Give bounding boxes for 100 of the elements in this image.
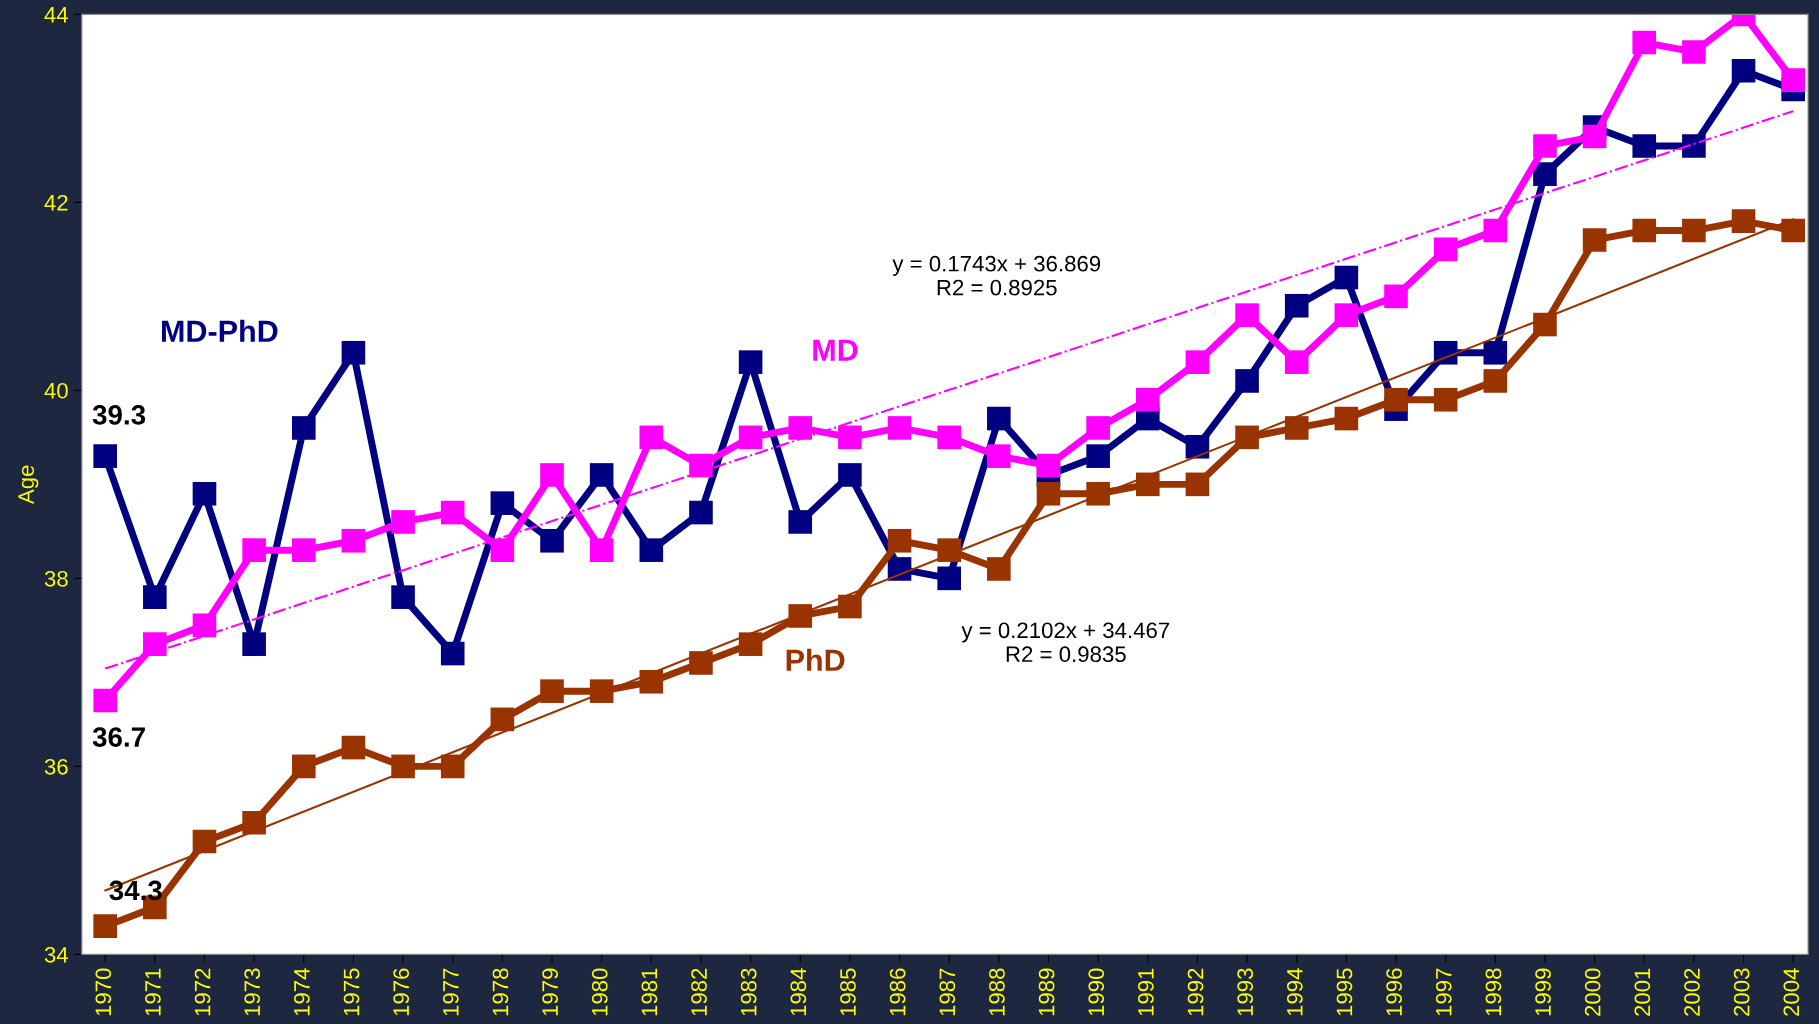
point <box>1433 237 1458 262</box>
point <box>540 463 564 487</box>
point <box>391 510 415 534</box>
x-tick-label: 1996 <box>1386 968 1402 1016</box>
point <box>1682 218 1706 243</box>
point <box>341 528 366 553</box>
x-tick-label: 1989 <box>1038 968 1055 1016</box>
point <box>93 444 117 468</box>
x-tick-label: 1973 <box>244 968 261 1016</box>
point <box>937 538 961 562</box>
x-tick-label: 1972 <box>194 968 211 1016</box>
point <box>589 679 614 703</box>
x-tick-label: 1988 <box>989 968 1005 1016</box>
x-tick-label: 1970 <box>95 968 112 1016</box>
x-tick-label: 1995 <box>1336 968 1353 1016</box>
point <box>1582 124 1607 149</box>
point <box>1284 350 1309 374</box>
text: MD-PhD <box>162 319 278 342</box>
x-tick-label: 1981 <box>641 968 658 1016</box>
x-tick-label: 1984 <box>790 968 807 1016</box>
x-tick-label: 1982 <box>691 968 707 1016</box>
point <box>1433 387 1458 412</box>
x-tick-label: 1974 <box>294 968 310 1016</box>
point <box>1483 218 1508 243</box>
annotation: y = 0.2102x + 34.467 R2 = 0.9835 <box>961 622 1170 663</box>
x-tick-label: 1971 <box>145 968 161 1016</box>
point <box>1384 387 1408 412</box>
x-tick-label: 1998 <box>1485 968 1502 1016</box>
y-tick-label: 42 <box>44 194 68 211</box>
point <box>838 463 862 487</box>
point <box>639 669 664 694</box>
y-axis-title: Age <box>18 465 39 505</box>
point <box>341 735 366 760</box>
point <box>291 416 316 440</box>
point <box>987 557 1011 581</box>
point <box>1384 284 1408 309</box>
point <box>689 453 713 478</box>
x-tick-label: 1976 <box>393 968 410 1016</box>
point <box>1682 134 1706 158</box>
point <box>391 585 415 609</box>
point <box>1235 369 1259 393</box>
y-tick-label: 36 <box>44 758 68 775</box>
x-tick-label: 2003 <box>1733 968 1750 1016</box>
point <box>291 754 316 779</box>
data-label: 36.7 <box>92 727 145 747</box>
x-tick-label: 1999 <box>1535 968 1551 1016</box>
x-tick-label: 1986 <box>889 968 906 1016</box>
point <box>689 500 713 525</box>
point <box>838 594 862 619</box>
x-tick-label: 1991 <box>1138 968 1154 1016</box>
x-tick-label: 1977 <box>442 968 459 1016</box>
point <box>1036 453 1061 478</box>
point <box>1582 228 1607 252</box>
point <box>1483 340 1508 365</box>
x-tick-label: 2001 <box>1634 968 1651 1016</box>
point <box>1334 265 1359 290</box>
x-tick-label: 1997 <box>1435 968 1452 1016</box>
x-tick-label: 1979 <box>542 968 558 1016</box>
point <box>1533 134 1557 158</box>
point <box>1632 30 1657 55</box>
point <box>242 810 266 835</box>
point <box>242 632 266 656</box>
data-label: 39.3 <box>92 405 146 425</box>
point <box>1284 293 1309 318</box>
x-tick-label: 1994 <box>1286 968 1303 1016</box>
annotation: y = 0.1743x + 36.869 R2 = 0.8925 <box>892 255 1101 296</box>
point <box>937 566 961 591</box>
series-label: MD <box>813 339 858 361</box>
point <box>1334 303 1359 327</box>
x-tick-label: 2000 <box>1584 968 1601 1016</box>
point <box>1235 303 1259 327</box>
point <box>490 491 515 515</box>
point <box>1533 312 1557 337</box>
point <box>1433 340 1458 365</box>
point <box>1086 416 1110 440</box>
point <box>1185 472 1210 497</box>
point <box>788 604 813 628</box>
point <box>838 425 862 450</box>
point <box>1135 472 1160 497</box>
data-label: 34.3 <box>109 880 162 901</box>
series-label: PhD <box>786 648 845 671</box>
y-tick-label: 38 <box>44 570 68 587</box>
point <box>1086 481 1110 506</box>
y-tick-label: 34 <box>44 946 69 963</box>
point <box>490 707 515 732</box>
x-tick-label: 2002 <box>1684 968 1700 1016</box>
point <box>738 350 763 374</box>
point <box>1533 162 1557 186</box>
point <box>887 528 912 553</box>
point <box>738 632 763 656</box>
point <box>540 528 564 553</box>
point <box>1731 58 1756 83</box>
point <box>93 914 117 938</box>
point <box>589 463 614 487</box>
point <box>291 538 316 562</box>
point <box>788 416 813 440</box>
x-tick-label: 1980 <box>591 968 608 1016</box>
point <box>143 632 167 656</box>
point <box>440 641 465 666</box>
point <box>1483 369 1508 393</box>
